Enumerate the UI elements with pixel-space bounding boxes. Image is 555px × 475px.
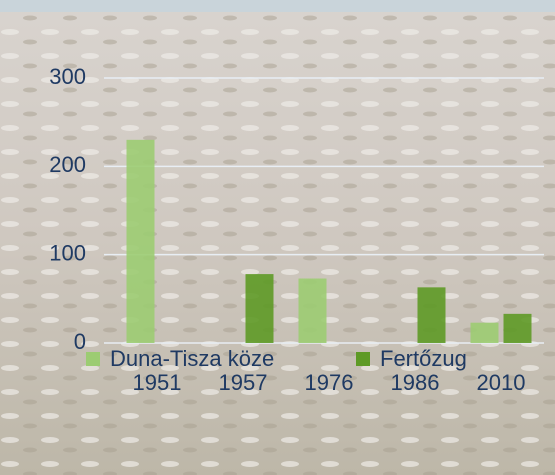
sky [0,0,555,12]
bar [298,278,327,343]
y-tick-label: 100 [49,240,86,265]
bar [245,274,274,343]
y-tick-label: 0 [74,329,86,354]
legend-swatch [356,352,370,366]
legend-label: Duna-Tisza köze [110,346,274,371]
x-tick-label: 1951 [133,370,182,395]
x-tick-label: 2010 [477,370,526,395]
x-tick-label: 1957 [219,370,268,395]
legend-swatch [86,352,100,366]
bar [126,139,155,343]
y-tick-label: 200 [49,152,86,177]
x-tick-label: 1986 [391,370,440,395]
y-tick-label: 300 [49,64,86,89]
x-tick-label: 1976 [305,370,354,395]
plot: 0 100 200 300 1951 1957 1976 1986 2010 Duna-Tisza… [49,64,544,395]
legend-label: Fertőzug [380,346,467,371]
bar [503,313,532,343]
bar [417,287,446,343]
bar [470,322,499,343]
